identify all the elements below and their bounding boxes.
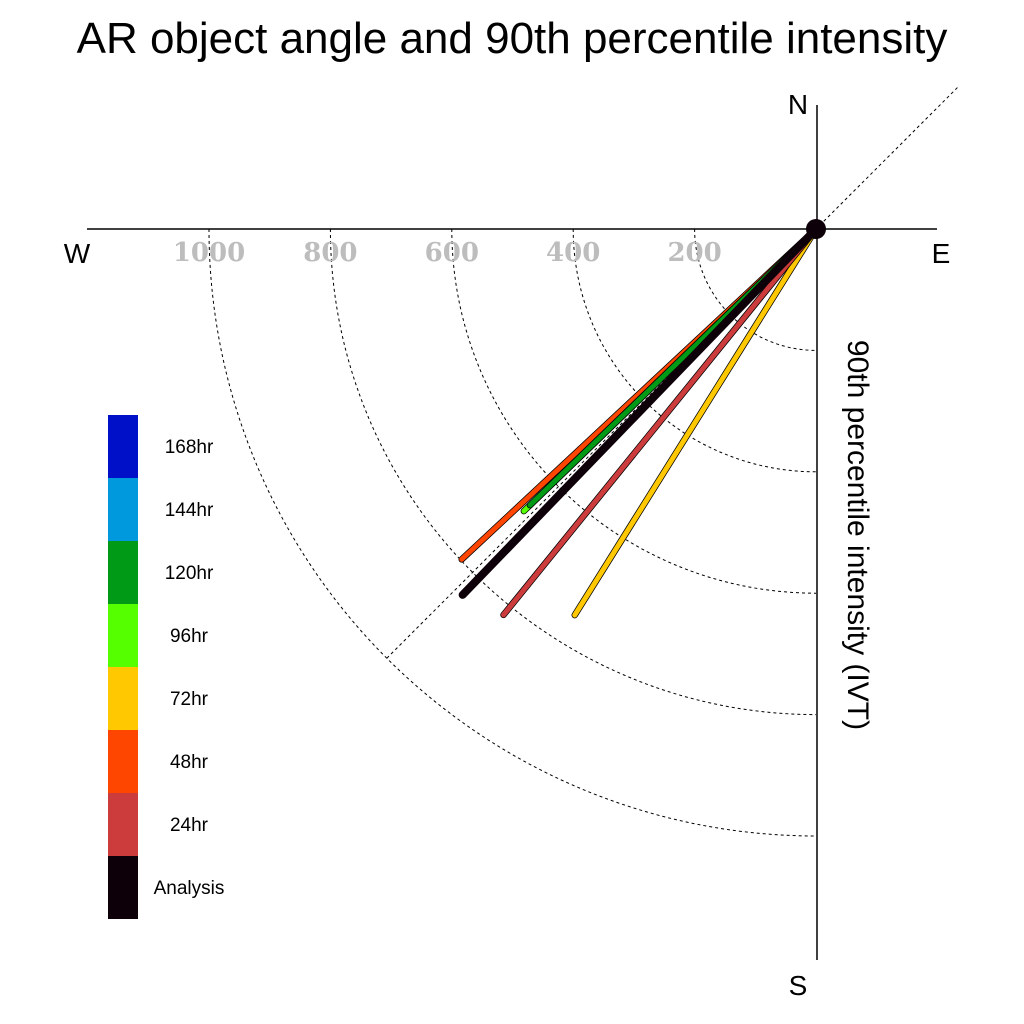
legend: 168hr 144hr 120hr 96hr 72hr 48hr 24hr Analysis: [108, 415, 224, 919]
chart-title: AR object angle and 90th percentile inte…: [76, 14, 948, 63]
legend-label: 96hr: [170, 626, 209, 647]
vector-layer: [458, 225, 820, 619]
axes-layer: N S E W 90th percentile intensity (IVT): [64, 89, 951, 1001]
legend-swatch-48hr: [108, 730, 138, 793]
y-axis-label: 90th percentile intensity (IVT): [841, 340, 874, 730]
legend-swatch-analysis: [108, 856, 138, 919]
legend-swatch-72hr: [108, 667, 138, 730]
legend-label: 144hr: [165, 500, 214, 521]
radial-tick-label: 1000: [173, 238, 245, 268]
legend-label: Analysis: [154, 878, 225, 899]
grid-arc-200: [694, 228, 817, 351]
legend-label: 24hr: [170, 815, 209, 836]
vector-72hr: [572, 226, 819, 618]
legend-label: 72hr: [170, 689, 209, 710]
direction-north: N: [788, 89, 808, 120]
direction-west: W: [64, 238, 91, 269]
legend-label: 120hr: [165, 563, 214, 584]
legend-swatch-96hr: [108, 604, 138, 667]
radial-tick-labels: 200 400 600 800 1000: [173, 238, 722, 268]
vector-analysis: [458, 225, 820, 599]
legend-swatch-24hr: [108, 793, 138, 856]
legend-label: 48hr: [170, 752, 209, 773]
grid-arc-800: [329, 228, 817, 716]
legend-swatch-168hr: [108, 415, 138, 478]
direction-east: E: [932, 238, 951, 269]
radial-tick-label: 200: [667, 238, 721, 268]
origin-marker: [806, 219, 826, 239]
vector-24hr: [501, 226, 819, 618]
radial-tick-label: 400: [546, 238, 600, 268]
radial-tick-label: 800: [303, 238, 357, 268]
direction-south: S: [789, 970, 808, 1001]
grid-arc-400: [572, 228, 817, 473]
legend-swatch-144hr: [108, 478, 138, 541]
grid-arc-600: [451, 228, 817, 594]
legend-label: 168hr: [165, 437, 214, 458]
radial-tick-label: 600: [425, 238, 479, 268]
legend-swatch-120hr: [108, 541, 138, 604]
